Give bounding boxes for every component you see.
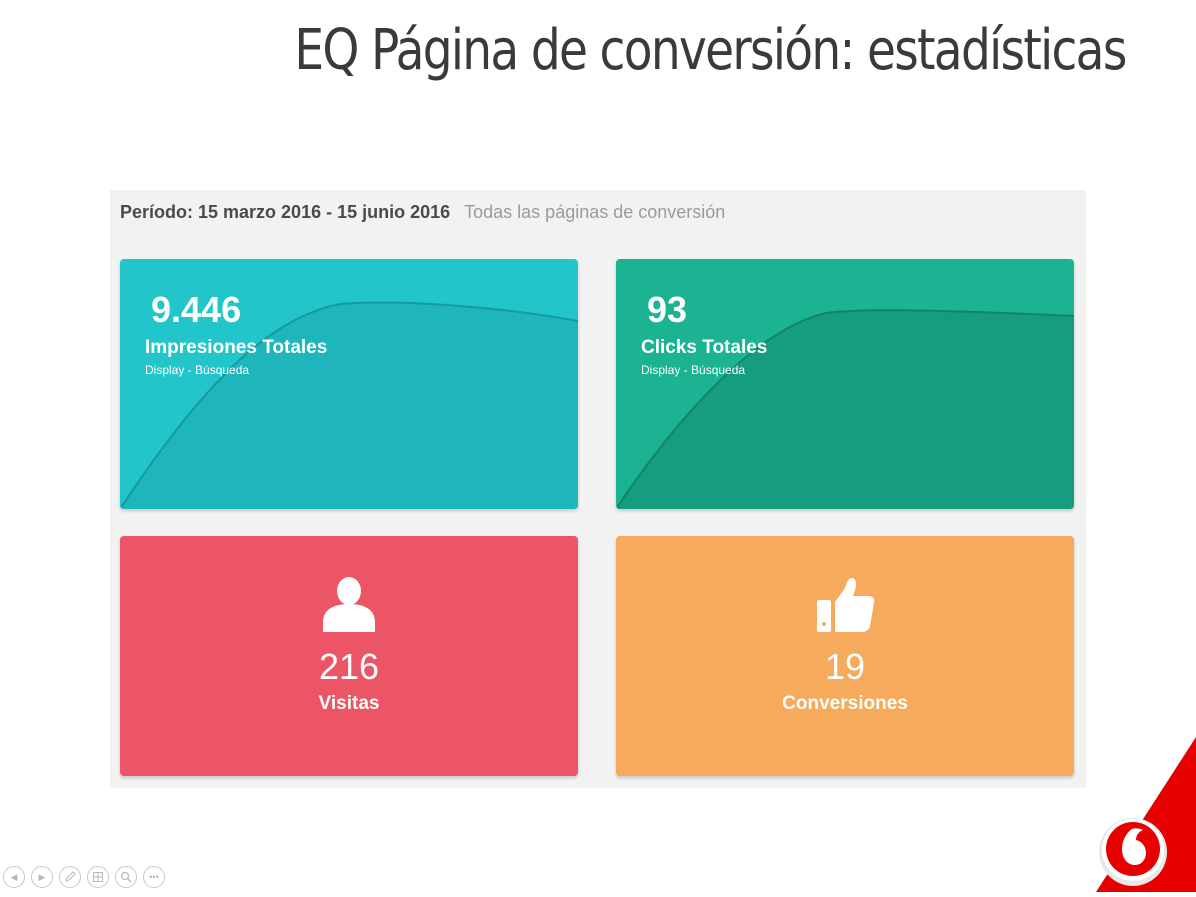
previous-icon[interactable]: ◀ (3, 866, 25, 888)
visits-label: Visitas (318, 693, 380, 714)
clicks-label: Clicks Totales (641, 337, 768, 358)
impressions-subtitle: Display - Búsqueda (145, 363, 250, 377)
visits-value: 216 (318, 646, 380, 687)
period-label: Período: 15 marzo 2016 - 15 junio 2016 (120, 202, 451, 222)
more-icon[interactable]: ••• (143, 866, 165, 888)
conversions-value: 19 (824, 646, 866, 687)
slides-icon[interactable] (87, 866, 109, 888)
impressions-card: 9.446 Impresiones Totales Display - Búsq… (120, 259, 578, 509)
slideshow-controls: ◀ ▶ ••• (3, 866, 165, 888)
clicks-sparkline (616, 309, 1074, 509)
conversions-card: 19 Conversiones (616, 536, 1074, 776)
filter-row: Período: 15 marzo 2016 - 15 junio 2016 To… (120, 202, 725, 223)
clicks-card: 93 Clicks Totales Display - Búsqueda (616, 259, 1074, 509)
impressions-label: Impresiones Totales (145, 337, 328, 358)
clicks-subtitle: Display - Búsqueda (641, 363, 746, 377)
pen-icon[interactable] (59, 866, 81, 888)
scope-label: Todas las páginas de conversión (464, 202, 726, 222)
impressions-value: 9.446 (151, 289, 242, 330)
clicks-value: 93 (647, 289, 688, 330)
vodafone-logo (1096, 737, 1196, 897)
visits-card: 216 Visitas (120, 536, 578, 776)
conversions-label: Conversiones (782, 693, 908, 714)
user-icon (120, 576, 578, 637)
thumbs-up-icon (616, 576, 1074, 639)
impressions-sparkline (120, 301, 578, 509)
stats-panel: Período: 15 marzo 2016 - 15 junio 2016 To… (110, 190, 1086, 788)
next-icon[interactable]: ▶ (31, 866, 53, 888)
slide-title: EQ Página de conversión: estadísticas (294, 18, 1128, 83)
zoom-icon[interactable] (115, 866, 137, 888)
